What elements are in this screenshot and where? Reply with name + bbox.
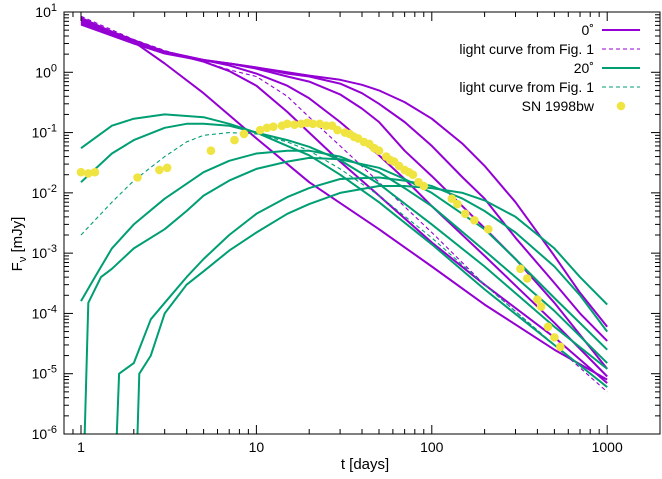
legend-marker-5 (616, 101, 626, 111)
sn1998bw-point-18 (308, 119, 318, 129)
sn1998bw-point-6 (162, 163, 172, 173)
y-axis-title: Fν [mJy] (9, 217, 29, 272)
series-line-7 (80, 15, 608, 393)
series-line-1 (80, 16, 608, 381)
y-axis-title-main: F (9, 262, 26, 271)
sn1998bw-point-14 (283, 119, 292, 129)
series-line-8 (80, 113, 608, 388)
sn1998bw-point-47 (533, 295, 542, 304)
y-tick-label: 101 (35, 2, 57, 20)
x-tick-label: 1000 (592, 439, 623, 455)
legend: 0˚ light curve from Fig. 1 20˚ light curve … (459, 22, 640, 114)
series-line-5 (80, 22, 608, 342)
axes: 1 10 100 1000 10-6 10-5 10-4 10-3 10-2 10-1 100 101 (32, 2, 661, 455)
sn1998bw-point-2 (84, 169, 93, 178)
sn1998bw-point-43 (470, 216, 479, 225)
x-tick-label: 1 (77, 439, 85, 455)
x-tick-label: 100 (420, 439, 444, 455)
sn1998bw-point-50 (550, 333, 559, 342)
y-tick-label: 10-4 (32, 303, 57, 321)
series-line-12 (115, 176, 609, 434)
sn1998bw-point-41 (453, 199, 462, 209)
sn1998bw-point-45 (516, 264, 525, 274)
sn1998bw-point-10 (255, 125, 265, 135)
series-line-10 (80, 149, 608, 364)
sn1998bw-point-20 (321, 121, 331, 130)
plot-area (76, 15, 609, 434)
series-line-13 (136, 185, 608, 434)
sn1998bw-point-3 (90, 167, 100, 177)
sn1998bw-point-11 (262, 123, 272, 133)
sn1998bw-point-22 (333, 125, 342, 135)
sn1998bw-point-39 (419, 181, 429, 191)
series-line-9 (80, 122, 608, 370)
sn1998bw-point-7 (206, 146, 216, 155)
sn1998bw-point-5 (155, 165, 164, 175)
legend-label-3: 20˚ (574, 60, 594, 76)
y-tick-label: 10-3 (32, 243, 57, 261)
y-tick-label: 10-5 (32, 364, 57, 382)
y-tick-label: 100 (35, 62, 57, 80)
y-axis-label: Fν [mJy] (9, 217, 29, 272)
sn1998bw-point-37 (408, 170, 418, 179)
legend-label-5: SN 1998bw (522, 98, 595, 114)
y-tick-label: 10-2 (32, 183, 57, 201)
x-tick-label: 10 (249, 439, 265, 455)
legend-label-1: 0˚ (582, 22, 594, 38)
sn1998bw-point-44 (484, 224, 493, 234)
x-axis-label: t [days] (341, 456, 389, 473)
sn1998bw-point-42 (460, 209, 470, 219)
legend-label-4: light curve from Fig. 1 (459, 79, 594, 95)
legend-label-2: light curve from Fig. 1 (459, 41, 594, 57)
plot-frame (63, 11, 661, 435)
sn1998bw-point-8 (230, 135, 239, 145)
sn1998bw-point-4 (133, 173, 142, 182)
x-axis-title: t [days] (341, 456, 389, 473)
sn1998bw-point-49 (543, 322, 553, 332)
sn1998bw-point-46 (522, 274, 532, 283)
series-line-6 (80, 23, 608, 328)
y-tick-label: 10-1 (32, 123, 57, 141)
sn1998bw-point-1 (76, 167, 86, 177)
y-axis-title-subscript: ν (17, 256, 29, 262)
sn1998bw-point-51 (556, 342, 565, 352)
sn1998bw-point-9 (239, 129, 249, 139)
y-axis-title-unit: [mJy] (9, 217, 26, 257)
y-tick-label: 10-6 (32, 424, 57, 442)
sn1998bw-point-12 (269, 122, 278, 131)
sn1998bw-point-30 (374, 146, 384, 155)
sn1998bw-point-48 (536, 302, 546, 311)
sn1998bw-point-15 (290, 120, 299, 129)
sn1998bw-point-40 (447, 194, 457, 203)
